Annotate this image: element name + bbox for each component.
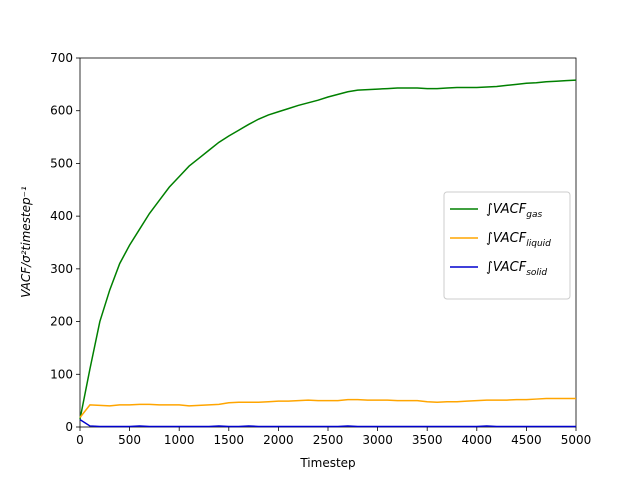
y-tick-label: 300 <box>50 262 73 276</box>
x-tick-label: 1000 <box>164 433 195 447</box>
y-tick-label: 0 <box>65 420 73 434</box>
x-tick-label: 2500 <box>313 433 344 447</box>
legend-label: ∫VACFsolid <box>486 260 547 278</box>
data-line <box>79 79 577 420</box>
y-tick-label: 600 <box>50 104 73 118</box>
y-tick-label: 500 <box>50 156 73 170</box>
data-line <box>79 397 576 418</box>
legend-subscript: gas <box>526 210 542 220</box>
x-tick-label: 1500 <box>214 433 245 447</box>
legend-box <box>443 191 571 300</box>
x-tick-label: 4500 <box>511 433 542 447</box>
y-tick-label: 100 <box>50 367 73 381</box>
x-axis-label: Timestep <box>299 456 355 470</box>
legend-name: ∫VACF <box>486 260 527 275</box>
x-tick-label: 0 <box>76 433 84 447</box>
y-axis-label: VACF/σ²timestep⁻¹ <box>19 186 33 298</box>
legend-name: ∫VACF <box>486 202 527 217</box>
legend-label: ∫VACFliquid <box>486 231 551 249</box>
x-tick-label: 3500 <box>412 433 443 447</box>
y-tick-label: 400 <box>50 209 73 223</box>
x-tick-label: 4000 <box>462 433 493 447</box>
x-tick-label: 5000 <box>561 433 592 447</box>
y-tick-label: 700 <box>50 51 73 65</box>
legend-name: ∫VACF <box>486 231 527 246</box>
legend-subscript: solid <box>526 268 547 278</box>
x-tick-label: 2000 <box>263 433 294 447</box>
legend-subscript: liquid <box>526 239 551 249</box>
x-tick-label: 3000 <box>362 433 393 447</box>
x-tick-label: 500 <box>118 433 141 447</box>
legend-label: ∫VACFgas <box>486 202 542 220</box>
y-tick-label: 200 <box>50 315 73 329</box>
data-line <box>79 418 576 428</box>
